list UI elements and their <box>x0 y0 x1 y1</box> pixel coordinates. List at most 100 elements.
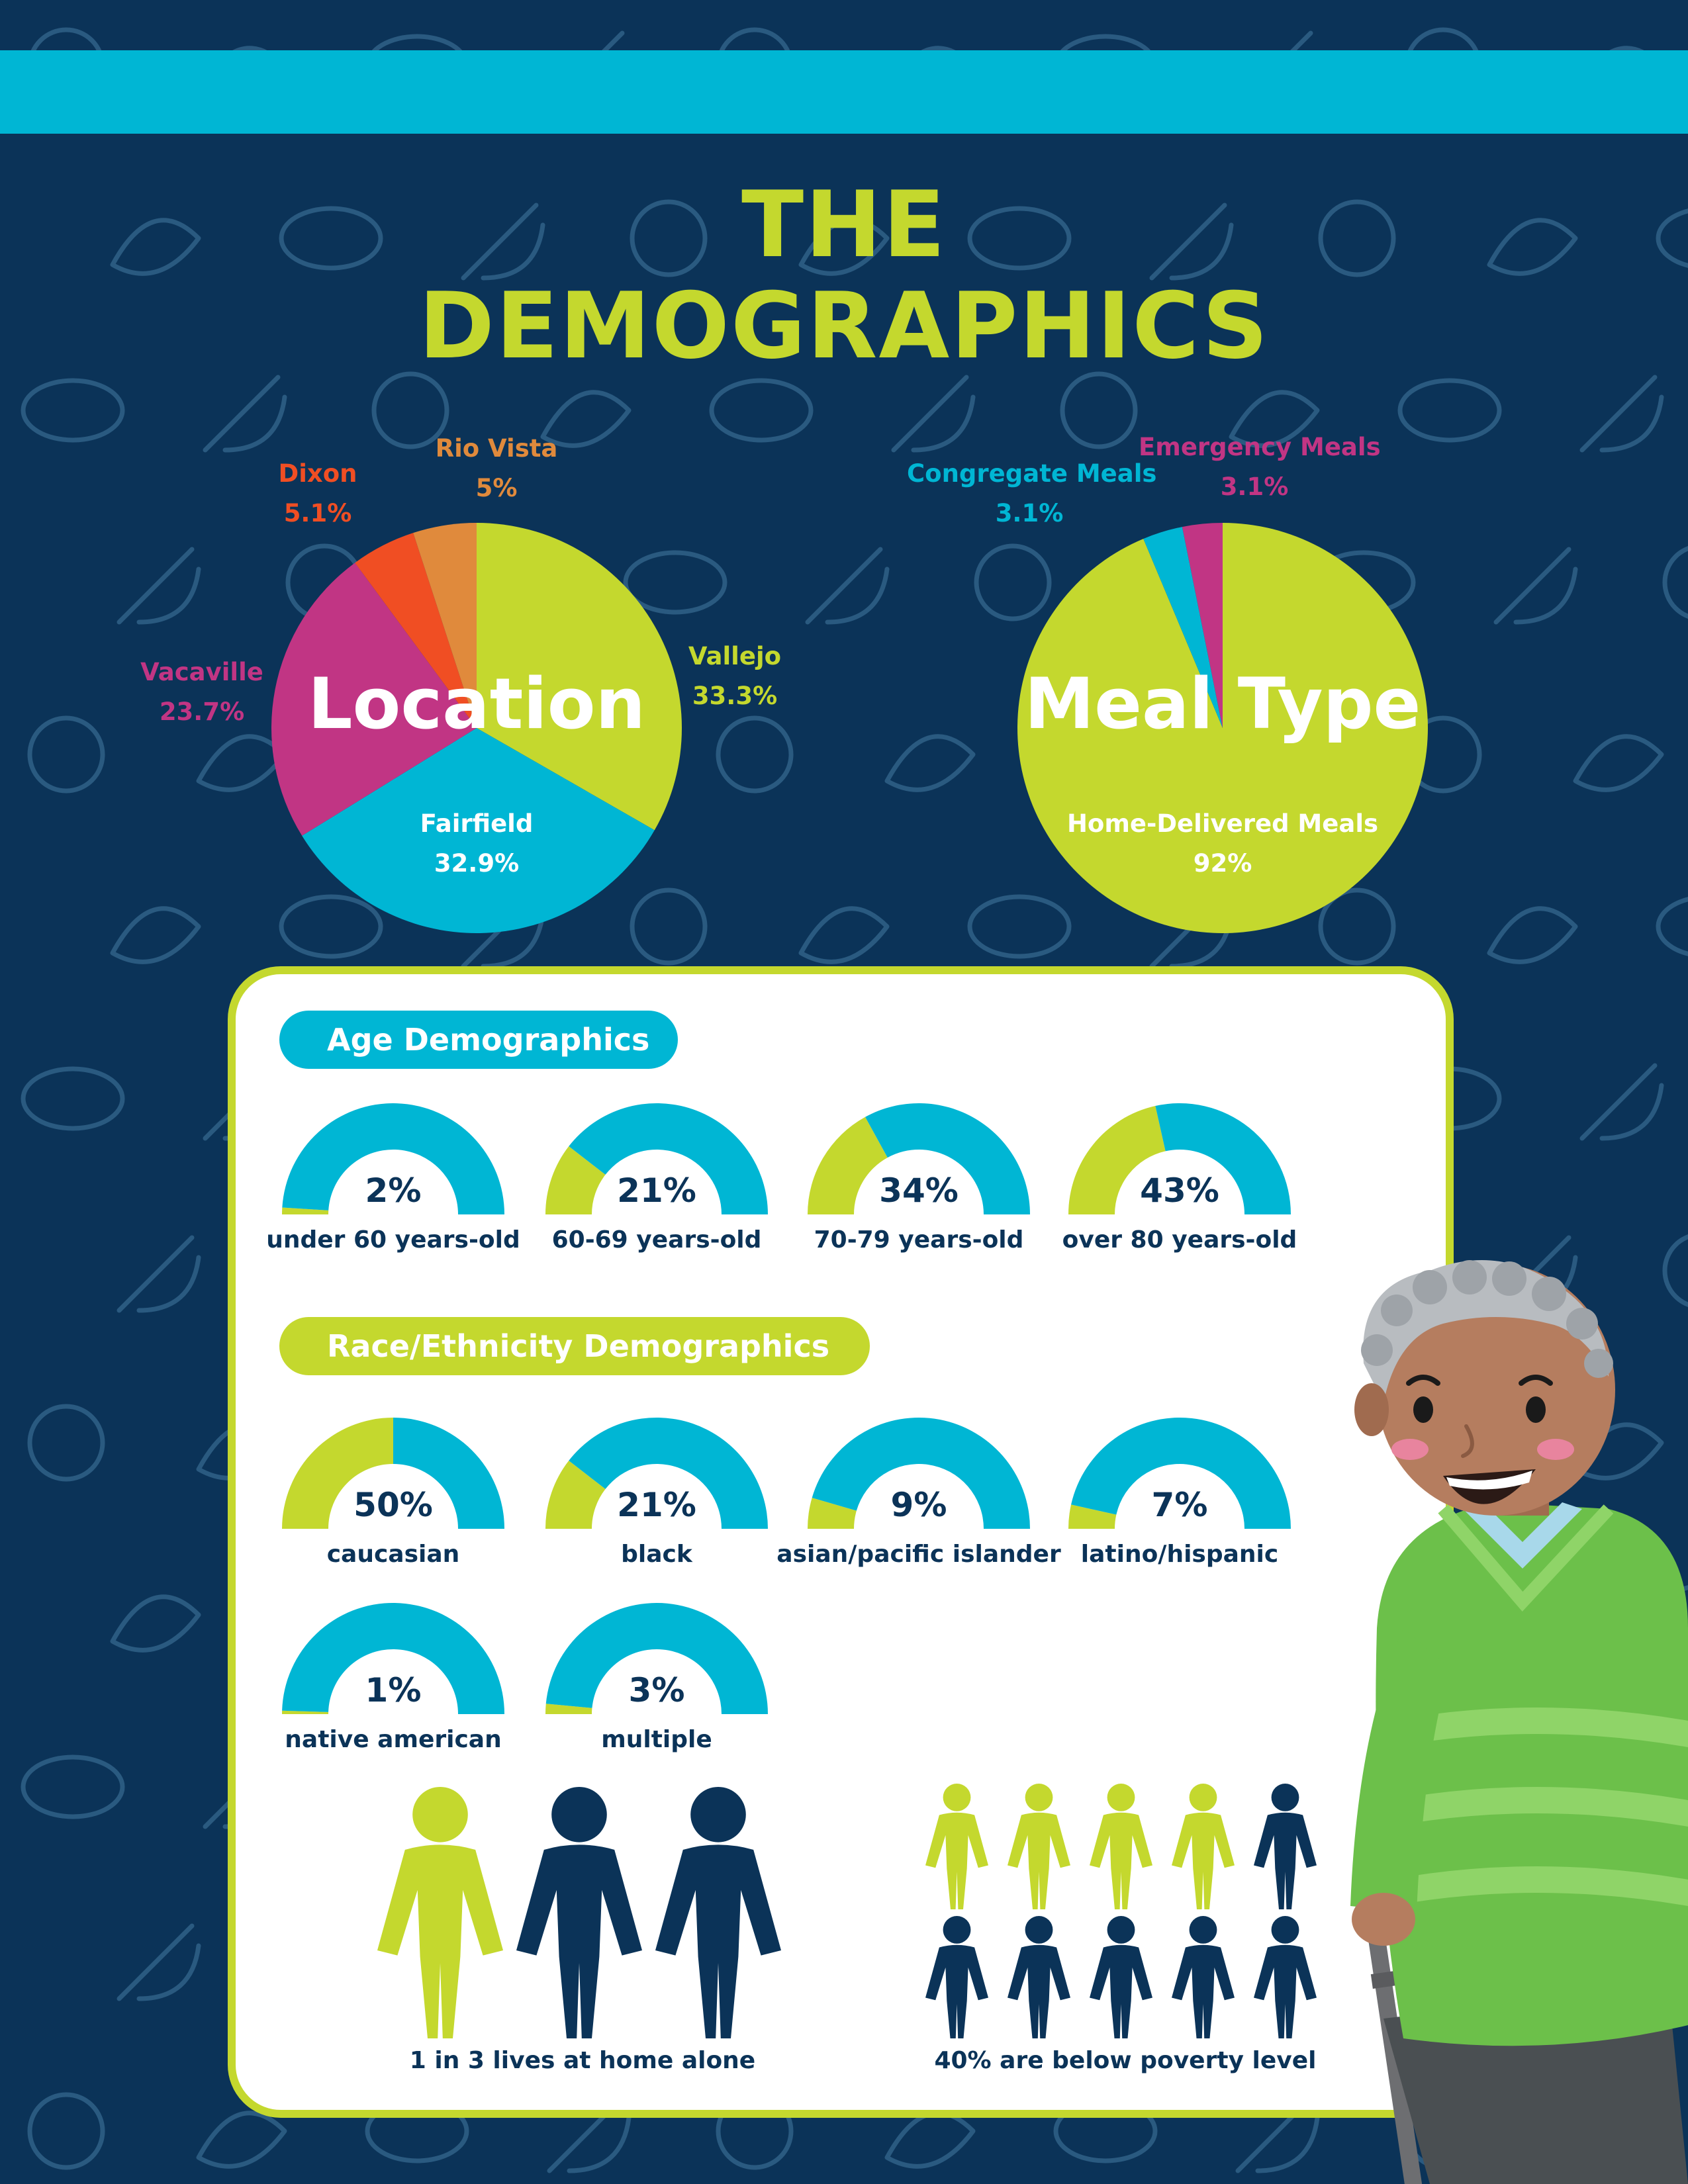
gauge-value: 21% <box>617 1486 696 1524</box>
pie-slice-emergency-meals <box>1182 523 1223 728</box>
person-icon <box>1254 1784 1317 1909</box>
gauge-60-69-years-old: 21% 60-69 years-old <box>544 1102 769 1261</box>
meal-type-pie-title: Meal Type <box>1024 663 1421 745</box>
pie-slice-vacaville <box>271 563 477 836</box>
slice-value: 92% <box>1193 849 1252 878</box>
pie-slice-dixon <box>355 533 477 728</box>
gauge-value: 7% <box>1151 1486 1208 1524</box>
gauge-label: latino/hispanic <box>1080 1541 1279 1568</box>
person-icon <box>1008 1916 1071 2038</box>
person-icon <box>1090 1916 1153 2038</box>
slice-label: Dixon <box>278 459 357 488</box>
slice-label: Emergency Meals <box>1139 433 1381 461</box>
gauge-asian-pacific-islander: 9% asian/pacific islander <box>776 1416 1061 1575</box>
slice-label: Vallejo <box>688 642 782 670</box>
gauge-fill-segment <box>1068 1106 1166 1214</box>
slice-label: Fairfield <box>420 809 534 838</box>
person-icon <box>1008 1784 1070 1909</box>
person-icon <box>1172 1784 1235 1909</box>
top-banner-bar <box>0 50 1688 134</box>
pie-label-fairfield: Fairfield 32.9% <box>397 804 556 884</box>
pie-slice-fairfield <box>302 728 655 933</box>
slice-value: 3.1% <box>1220 473 1289 501</box>
gauge-70-79-years-old: 34% 70-79 years-old <box>806 1102 1031 1261</box>
gauge-remainder-segment <box>812 1418 1030 1529</box>
lives-alone-people-icons <box>377 1787 781 2038</box>
gauge-fill-segment <box>282 1418 393 1529</box>
slice-value: 5.1% <box>283 499 352 527</box>
slice-value: 5% <box>475 474 518 502</box>
slice-label: Rio Vista <box>435 434 558 463</box>
gauge-remainder-segment <box>569 1418 768 1529</box>
gauge-fill-segment <box>808 1498 857 1529</box>
gauge-value: 2% <box>365 1171 422 1210</box>
gauge-label: under 60 years-old <box>266 1226 520 1253</box>
pie-label-vacaville: Vacaville 23.7% <box>129 653 275 732</box>
gauge-native-american: 1% native american <box>281 1602 506 1760</box>
location-pie-title: Location <box>307 663 646 745</box>
gauge-fill-segment <box>282 1710 329 1714</box>
pie-label-vallejo: Vallejo 33.3% <box>675 637 794 716</box>
gauge-remainder-segment <box>865 1103 1030 1214</box>
slice-value: 32.9% <box>434 849 520 878</box>
person-icon <box>925 1784 988 1909</box>
pie-label-emergency: Emergency Meals 3.1% <box>1139 428 1381 507</box>
person-icon <box>1090 1784 1152 1909</box>
gauge-remainder-segment <box>282 1103 504 1214</box>
gauge-multiple: 3% multiple <box>544 1602 769 1760</box>
gauge-fill-segment <box>545 1704 592 1714</box>
slice-label: Home-Delivered Meals <box>1066 809 1379 838</box>
pie-label-congregate: Congregate Meals 3.1% <box>907 454 1157 533</box>
gauge-label: native american <box>285 1726 502 1753</box>
gauge-label: multiple <box>601 1726 712 1753</box>
gauge-value: 43% <box>1140 1171 1219 1210</box>
gauge-remainder-segment <box>393 1418 504 1529</box>
gauge-black: 21% black <box>544 1416 769 1575</box>
slice-value: 23.7% <box>159 698 245 726</box>
gauge-fill-segment <box>545 1146 606 1214</box>
gauge-remainder-segment <box>282 1603 504 1714</box>
gauge-value: 21% <box>617 1171 696 1210</box>
gauge-label: over 80 years-old <box>1062 1226 1297 1253</box>
poverty-people-icons <box>925 1784 1317 2038</box>
pie-label-dixon: Dixon 5.1% <box>258 454 377 533</box>
person-icon <box>1172 1916 1235 2038</box>
gauge-remainder-segment <box>1155 1103 1291 1214</box>
gauge-value: 50% <box>353 1486 433 1524</box>
age-demographics-heading: Age Demographics <box>279 1011 678 1069</box>
poverty-label: 40% are below poverty level <box>934 2047 1317 2074</box>
gauge-over-80-years-old: 43% over 80 years-old <box>1062 1102 1297 1261</box>
person-icon <box>1254 1916 1317 2038</box>
person-icon <box>516 1787 642 2038</box>
slice-label: Vacaville <box>140 658 263 686</box>
gauge-fill-segment <box>282 1207 329 1214</box>
person-icon <box>655 1787 781 2038</box>
gauge-value: 1% <box>365 1671 422 1709</box>
slice-value: 3.1% <box>995 499 1064 527</box>
slice-label: Congregate Meals <box>907 459 1157 488</box>
gauge-value: 9% <box>890 1486 947 1524</box>
gauge-fill-segment <box>808 1116 888 1214</box>
page-title-line1: THE <box>741 171 947 278</box>
person-icon <box>925 1916 989 2038</box>
gauge-remainder-segment <box>569 1103 768 1214</box>
location-pie-chart <box>271 523 682 933</box>
gauge-caucasian: 50% caucasian <box>281 1416 506 1575</box>
pie-label-rio-vista: Rio Vista 5% <box>424 429 569 508</box>
gauge-value: 34% <box>879 1171 959 1210</box>
meal-type-pie-chart <box>1017 523 1428 933</box>
gauge-value: 3% <box>628 1671 685 1709</box>
gauge-latino-hispanic: 7% latino/hispanic <box>1067 1416 1292 1575</box>
pie-slice-vallejo <box>477 523 682 831</box>
person-icon <box>377 1787 503 2038</box>
lives-alone-label: 1 in 3 lives at home alone <box>409 2047 756 2074</box>
gauge-under-60-years-old: 2% under 60 years-old <box>266 1102 520 1261</box>
gauge-fill-segment <box>1068 1504 1117 1529</box>
gauge-label: black <box>621 1541 692 1568</box>
gauge-label: caucasian <box>326 1541 460 1568</box>
gauge-label: asian/pacific islander <box>776 1541 1061 1568</box>
pie-label-home-delivered: Home-Delivered Meals 92% <box>1017 804 1428 884</box>
pie-slice-congregate-meals <box>1143 527 1223 728</box>
slice-value: 33.3% <box>692 682 778 710</box>
gauge-remainder-segment <box>545 1603 768 1714</box>
